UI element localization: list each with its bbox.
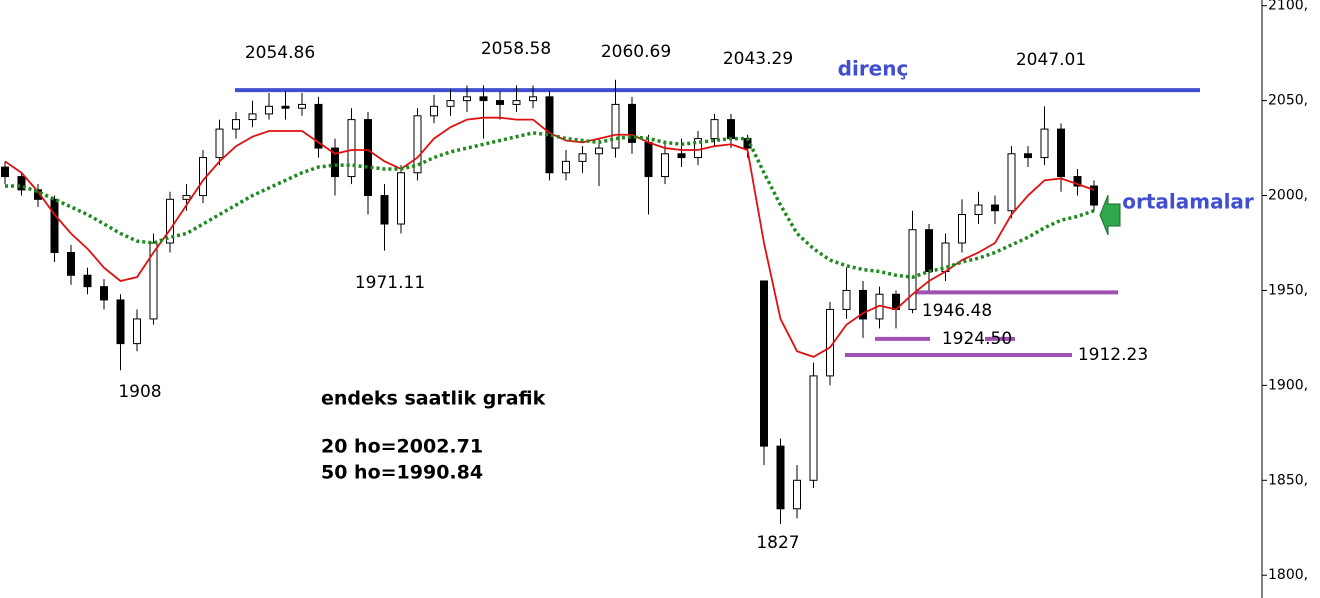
y-tick-label: 2100, [1268, 0, 1308, 14]
arrow [1099, 194, 1121, 236]
annotation: 20 ho=2002.71 [321, 436, 483, 458]
candle-body [529, 96, 537, 102]
annotation: 1924.50 [942, 329, 1012, 349]
candle-body [463, 96, 471, 102]
candle-body [677, 153, 686, 159]
candle-body [991, 204, 999, 212]
candle-body [83, 274, 92, 288]
candle-body [314, 103, 323, 149]
candle-body [842, 289, 851, 310]
candle-body [100, 286, 108, 301]
candle-body [265, 105, 273, 115]
candle-body [298, 103, 306, 109]
candle-body [430, 105, 438, 117]
annotation: endeks saatlik grafik [321, 388, 546, 410]
candle-body [958, 214, 966, 244]
candle-body [1040, 128, 1049, 159]
candle-body [1007, 153, 1016, 212]
candle-body [182, 195, 191, 200]
y-tick-label: 1850, [1268, 472, 1308, 488]
candle-body [347, 119, 356, 178]
y-tick-label: 2050, [1268, 93, 1308, 109]
candle-body [116, 299, 125, 345]
candle-body [17, 176, 26, 191]
annotation: 2054.86 [245, 43, 315, 63]
y-tick-label: 1950, [1268, 282, 1308, 298]
candle-body [694, 138, 702, 159]
candle-body [760, 280, 768, 447]
candle-body [413, 115, 422, 174]
candle-body [364, 119, 372, 197]
y-tick-label: 1900, [1268, 377, 1308, 393]
candle-body [50, 198, 59, 253]
candle-body [661, 153, 669, 178]
candle-body [1073, 176, 1082, 187]
candle-body [232, 119, 240, 130]
candle-body [578, 153, 587, 162]
candle-body [215, 128, 224, 159]
candle-body [397, 172, 405, 225]
candle-body [1, 166, 9, 178]
annotation: ortalamalar [1122, 190, 1254, 214]
candle-body [710, 119, 719, 140]
candle-body [166, 198, 174, 244]
candle-body [133, 318, 141, 345]
annotation: 2058.58 [481, 39, 551, 59]
candle-body [1090, 185, 1098, 206]
annotation: 1946.48 [922, 301, 992, 321]
annotation: direnç [838, 57, 909, 81]
annotation: 1912.23 [1078, 345, 1148, 365]
candle-body [479, 96, 488, 102]
y-tick-label: 2000, [1268, 188, 1308, 204]
candle-body [248, 113, 257, 121]
candle-body [793, 479, 801, 510]
annotation: 1971.11 [355, 273, 425, 293]
candle-body [380, 195, 389, 225]
candle-body [859, 289, 867, 320]
candle-body [512, 100, 521, 105]
annotation: 1827 [756, 533, 799, 553]
candle-body [908, 229, 917, 310]
candle-body [974, 204, 983, 216]
candle-body [611, 103, 620, 149]
moving-average [5, 131, 1095, 279]
candle-body [562, 160, 570, 174]
annotation: 2060.69 [601, 42, 671, 62]
candle-body [496, 100, 504, 105]
annotation: 2047.01 [1016, 50, 1086, 70]
candle-body [67, 251, 75, 276]
candle-body [628, 103, 636, 143]
candle-body [149, 242, 158, 320]
annotation: 50 ho=1990.84 [321, 462, 483, 484]
candle-body [446, 100, 455, 107]
annotation: 2043.29 [723, 49, 793, 69]
candle-body [809, 375, 818, 481]
candle-body [1057, 128, 1065, 178]
candle-body [595, 147, 603, 155]
annotation: 1908 [118, 382, 161, 402]
y-tick-label: 1800, [1268, 567, 1308, 583]
candle-body [1024, 153, 1032, 159]
candle-body [727, 119, 735, 140]
candle-body [281, 105, 290, 109]
candle-body [925, 229, 933, 272]
moving-average [4, 116, 1095, 358]
candle-body [776, 445, 785, 510]
candle-body [331, 147, 339, 178]
candle-body [644, 141, 653, 178]
